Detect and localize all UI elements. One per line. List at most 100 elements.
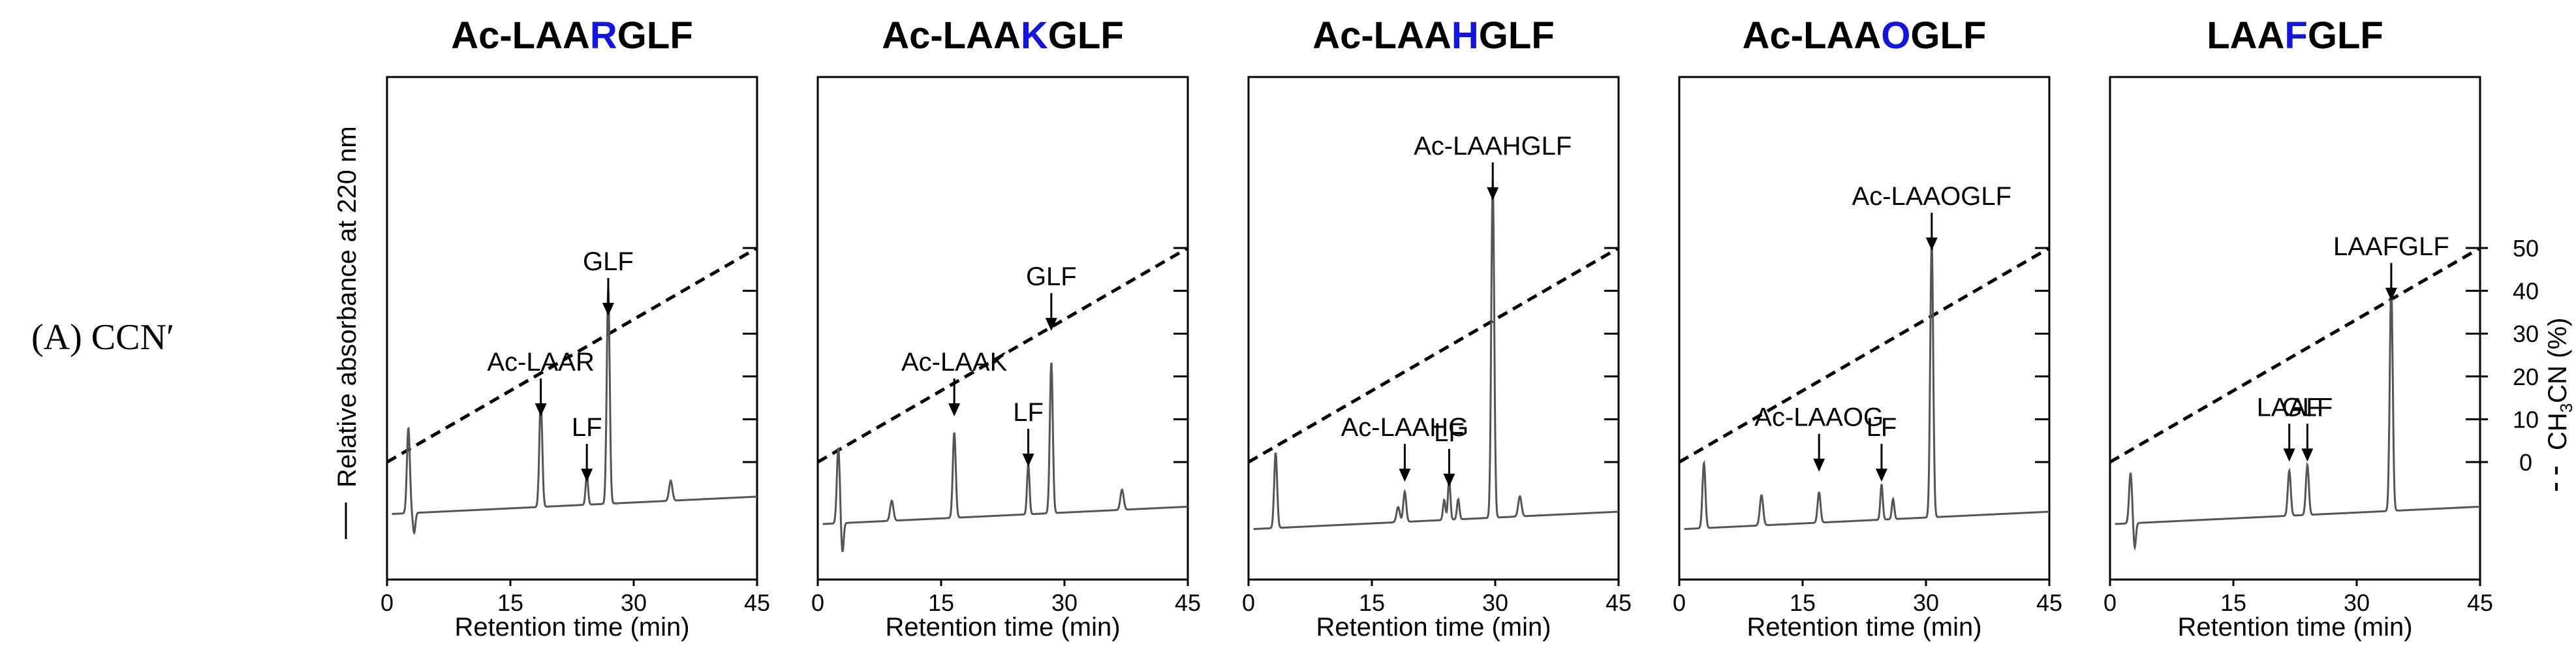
peak-label: LF xyxy=(1434,418,1465,447)
x-tick-label: 0 xyxy=(2103,589,2117,616)
peak-label: LAAF xyxy=(2257,393,2322,422)
gradient-line xyxy=(2109,246,2481,464)
panel-title-highlight: H xyxy=(1451,14,1479,57)
x-tick-label: 0 xyxy=(380,589,394,616)
x-tick-label: 45 xyxy=(2467,589,2493,616)
panel-title-part: Ac-LAA xyxy=(451,14,590,57)
x-axis-label: Retention time (min) xyxy=(1316,613,1551,642)
right-axis-tick-label: 20 xyxy=(2513,364,2539,390)
y-axis-label-group: Relative absorbance at 220 nm xyxy=(333,126,362,539)
x-tick-label: 15 xyxy=(928,589,954,616)
y-axis-label: Relative absorbance at 220 nm xyxy=(333,126,362,488)
chromatogram-trace xyxy=(1253,181,1619,531)
panel-title-highlight: O xyxy=(1881,14,1910,57)
panel-title: Ac-LAAOGLF xyxy=(1743,14,1987,57)
x-axis-label: Retention time (min) xyxy=(1746,613,1981,642)
peak-arrow-head xyxy=(948,403,961,416)
x-tick-label: 0 xyxy=(1673,589,1686,616)
x-tick-label: 30 xyxy=(1051,589,1078,616)
panel-title-highlight: R xyxy=(590,14,617,57)
plot-frame xyxy=(1247,76,1620,581)
peak-label: Ac-LAAR xyxy=(487,348,595,377)
right-axis-tick-label: 10 xyxy=(2513,406,2539,433)
right-axis-label-subscript: 3 xyxy=(2556,403,2576,412)
x-tick-label: 45 xyxy=(744,589,770,616)
x-tick-label: 30 xyxy=(621,589,647,616)
peak-label: GLF xyxy=(2282,393,2333,422)
right-axis-label-group: CH3CN (%) xyxy=(2543,318,2576,491)
right-axis-tick-label: 50 xyxy=(2513,235,2539,262)
x-tick-label: 30 xyxy=(1913,589,1939,616)
panel-title-part: GLF xyxy=(617,14,693,57)
panel-title: Ac-LAAKGLF xyxy=(882,14,1124,57)
x-axis-label: Retention time (min) xyxy=(885,613,1120,642)
x-axis-label: Retention time (min) xyxy=(2177,613,2412,642)
gradient-line xyxy=(816,246,1189,464)
chromatogram-trace xyxy=(392,287,757,535)
peak-arrow-head xyxy=(2301,448,2314,462)
chromatogram-trace xyxy=(2115,285,2480,551)
chromatogram-panel-4: Ac-LAAOGLF 0 15 30 45 Retention time (min) Ac-… xyxy=(1673,14,2062,642)
peak-label: Ac-LAAOGLF xyxy=(1852,182,2012,211)
chromatogram-panel-3: Ac-LAAHGLF 0 15 30 45 Retention time (min) Ac-… xyxy=(1242,14,1632,642)
peak-label: GLF xyxy=(1026,262,1077,291)
right-axis-tick-label: 0 xyxy=(2519,449,2532,476)
panel-title-highlight: F xyxy=(2284,14,2307,57)
panel-title-part: GLF xyxy=(1479,14,1555,57)
right-axis-label: CH3CN (%) xyxy=(2543,318,2576,450)
x-tick-label: 45 xyxy=(1175,589,1201,616)
plot-frame xyxy=(2109,76,2481,581)
peak-arrow-head xyxy=(1925,237,1938,251)
plot-frame xyxy=(386,76,758,581)
panel-title-part: LAA xyxy=(2207,14,2284,57)
panel-title-part: GLF xyxy=(2308,14,2383,57)
peak-arrow-head xyxy=(535,403,547,416)
plot-frame xyxy=(1678,76,2051,581)
peak-arrow-head xyxy=(2283,448,2295,462)
peak-label: Ac-LAAOG xyxy=(1754,403,1884,432)
x-tick-label: 45 xyxy=(2036,589,2062,616)
peak-label: LF xyxy=(572,413,602,442)
peak-arrow-head xyxy=(1443,473,1455,487)
x-axis-label: Retention time (min) xyxy=(454,613,689,642)
plot-frame xyxy=(816,76,1189,581)
peak-arrow-head xyxy=(581,469,593,482)
right-axis-tick-label: 30 xyxy=(2513,320,2539,347)
peak-arrow-head xyxy=(1022,454,1034,467)
x-tick-label: 15 xyxy=(2220,589,2246,616)
peak-arrow-head xyxy=(1813,458,1825,472)
panel-title-part: GLF xyxy=(1910,14,1986,57)
peak-arrow-head xyxy=(1399,469,1411,482)
peak-arrow-head xyxy=(602,303,614,316)
x-tick-label: 15 xyxy=(497,589,523,616)
right-axis-tick-label: 40 xyxy=(2513,278,2539,305)
right-axis-label-suffix: CN (%) xyxy=(2543,318,2572,403)
peak-arrow-head xyxy=(1875,469,1887,482)
x-tick-label: 0 xyxy=(1242,589,1255,616)
gradient-line xyxy=(1247,246,1620,464)
x-tick-label: 30 xyxy=(2344,589,2370,616)
peak-label: Ac-LAAHG xyxy=(1341,413,1469,442)
panel-title-highlight: K xyxy=(1021,14,1048,57)
panel-title: Ac-LAAHGLF xyxy=(1312,14,1555,57)
x-tick-label: 45 xyxy=(1606,589,1632,616)
x-tick-label: 15 xyxy=(1359,589,1385,616)
panel-title-part: Ac-LAA xyxy=(1312,14,1451,57)
peak-arrow-head xyxy=(2385,287,2397,301)
peak-arrow-head xyxy=(1045,318,1057,332)
peak-label: LF xyxy=(1013,398,1044,427)
gradient-line xyxy=(1678,246,2051,464)
x-tick-label: 15 xyxy=(1790,589,1816,616)
panel-title-part: GLF xyxy=(1048,14,1124,57)
peak-label: LAAFGLF xyxy=(2333,232,2449,261)
chromatogram-trace xyxy=(1684,241,2050,531)
panel-title-part: Ac-LAA xyxy=(882,14,1021,57)
peak-label: Ac-LAAK xyxy=(901,348,1008,377)
right-axis-label-prefix: CH xyxy=(2543,412,2572,450)
x-tick-label: 0 xyxy=(811,589,824,616)
